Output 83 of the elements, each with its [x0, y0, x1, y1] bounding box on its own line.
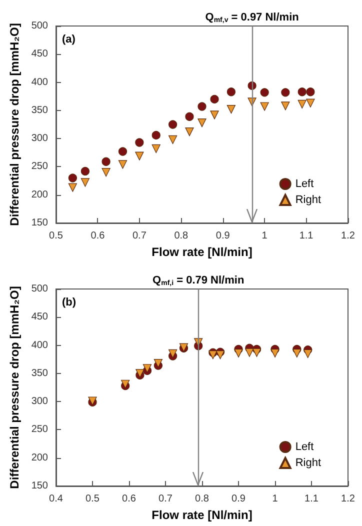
point — [292, 348, 302, 358]
point — [168, 135, 178, 144]
x-tick-label: 1.2 — [341, 494, 356, 504]
point — [80, 166, 90, 176]
point — [135, 138, 144, 147]
point — [154, 358, 162, 368]
y-tick-label: 400 — [31, 76, 48, 88]
x-tick-label: 1.1 — [304, 494, 319, 504]
annotation: (a) — [62, 34, 76, 46]
legend-label: Right — [295, 194, 322, 206]
y-tick-label: 500 — [31, 284, 48, 294]
point — [168, 120, 178, 129]
point — [281, 88, 290, 97]
point — [270, 348, 280, 358]
y-tick-label: 350 — [31, 368, 48, 379]
point — [118, 147, 128, 156]
x-tick-label: 0.7 — [132, 230, 147, 242]
point — [152, 130, 160, 140]
point — [306, 98, 315, 108]
point — [102, 168, 110, 177]
point — [304, 349, 312, 358]
legend-label: Right — [295, 457, 322, 469]
point — [260, 102, 269, 111]
y-tick-label: 250 — [31, 161, 48, 172]
point — [234, 348, 243, 358]
y-tick-label: 250 — [31, 424, 48, 436]
x-tick-label: 0.7 — [158, 494, 173, 504]
point — [260, 88, 269, 97]
x-tick-label: 0.9 — [216, 230, 230, 242]
point — [226, 88, 236, 96]
y-tick-label: 150 — [31, 218, 48, 228]
point — [298, 88, 306, 96]
y-tick-label: 300 — [31, 396, 48, 408]
x-tick-label: 0.8 — [174, 230, 189, 242]
y-tick-label: 300 — [31, 133, 48, 144]
point — [245, 348, 254, 357]
point — [198, 102, 206, 111]
x-tick-label: 1.2 — [341, 230, 356, 242]
point — [306, 88, 315, 96]
y-tick-label: 200 — [31, 189, 48, 200]
y-tick-label: 150 — [31, 480, 48, 492]
point — [210, 94, 219, 104]
x-tick-label: 1 — [272, 494, 278, 504]
x-tick-label: 0.6 — [90, 230, 106, 242]
y-tick-label: 400 — [31, 340, 48, 351]
x-tick-label: 0.9 — [232, 494, 246, 504]
point — [208, 350, 218, 360]
point — [252, 348, 262, 357]
y-tick-label: 350 — [31, 104, 48, 116]
y-tick-label: 450 — [31, 312, 48, 323]
point — [185, 128, 194, 136]
y-tick-label: 200 — [31, 452, 48, 464]
point — [210, 110, 219, 120]
x-tick-label: 1 — [262, 230, 268, 242]
annotation: (b) — [62, 296, 76, 308]
point — [198, 118, 206, 128]
x-tick-label: 0.4 — [49, 494, 64, 504]
point — [216, 350, 225, 360]
point — [68, 183, 77, 192]
y-tick-label: 500 — [31, 20, 48, 32]
point — [226, 105, 236, 114]
x-tick-label: 0.6 — [122, 494, 136, 504]
point — [102, 157, 110, 166]
point — [185, 112, 194, 121]
legend-label: Left — [295, 441, 314, 453]
point — [168, 349, 178, 358]
point — [281, 102, 290, 110]
x-tick-label: 0.5 — [49, 230, 64, 242]
x-axis-title: Flow rate [Nl/min] — [152, 508, 252, 522]
point — [135, 152, 144, 160]
x-tick-label: 1.1 — [299, 230, 314, 242]
legend-label: Left — [295, 178, 314, 190]
point — [152, 144, 160, 154]
y-axis-title: Differential pressure drop [mmH₂O] — [7, 23, 22, 226]
point — [68, 174, 77, 182]
x-tick-label: 0.5 — [86, 494, 100, 504]
y-axis-title: Differential pressure drop [mmH₂O] — [7, 286, 22, 489]
point — [298, 100, 306, 109]
x-tick-label: 0.8 — [195, 494, 210, 504]
point — [118, 160, 128, 169]
point — [80, 178, 90, 187]
x-axis-title: Flow rate [Nl/min] — [152, 244, 252, 259]
y-tick-label: 450 — [31, 48, 48, 60]
